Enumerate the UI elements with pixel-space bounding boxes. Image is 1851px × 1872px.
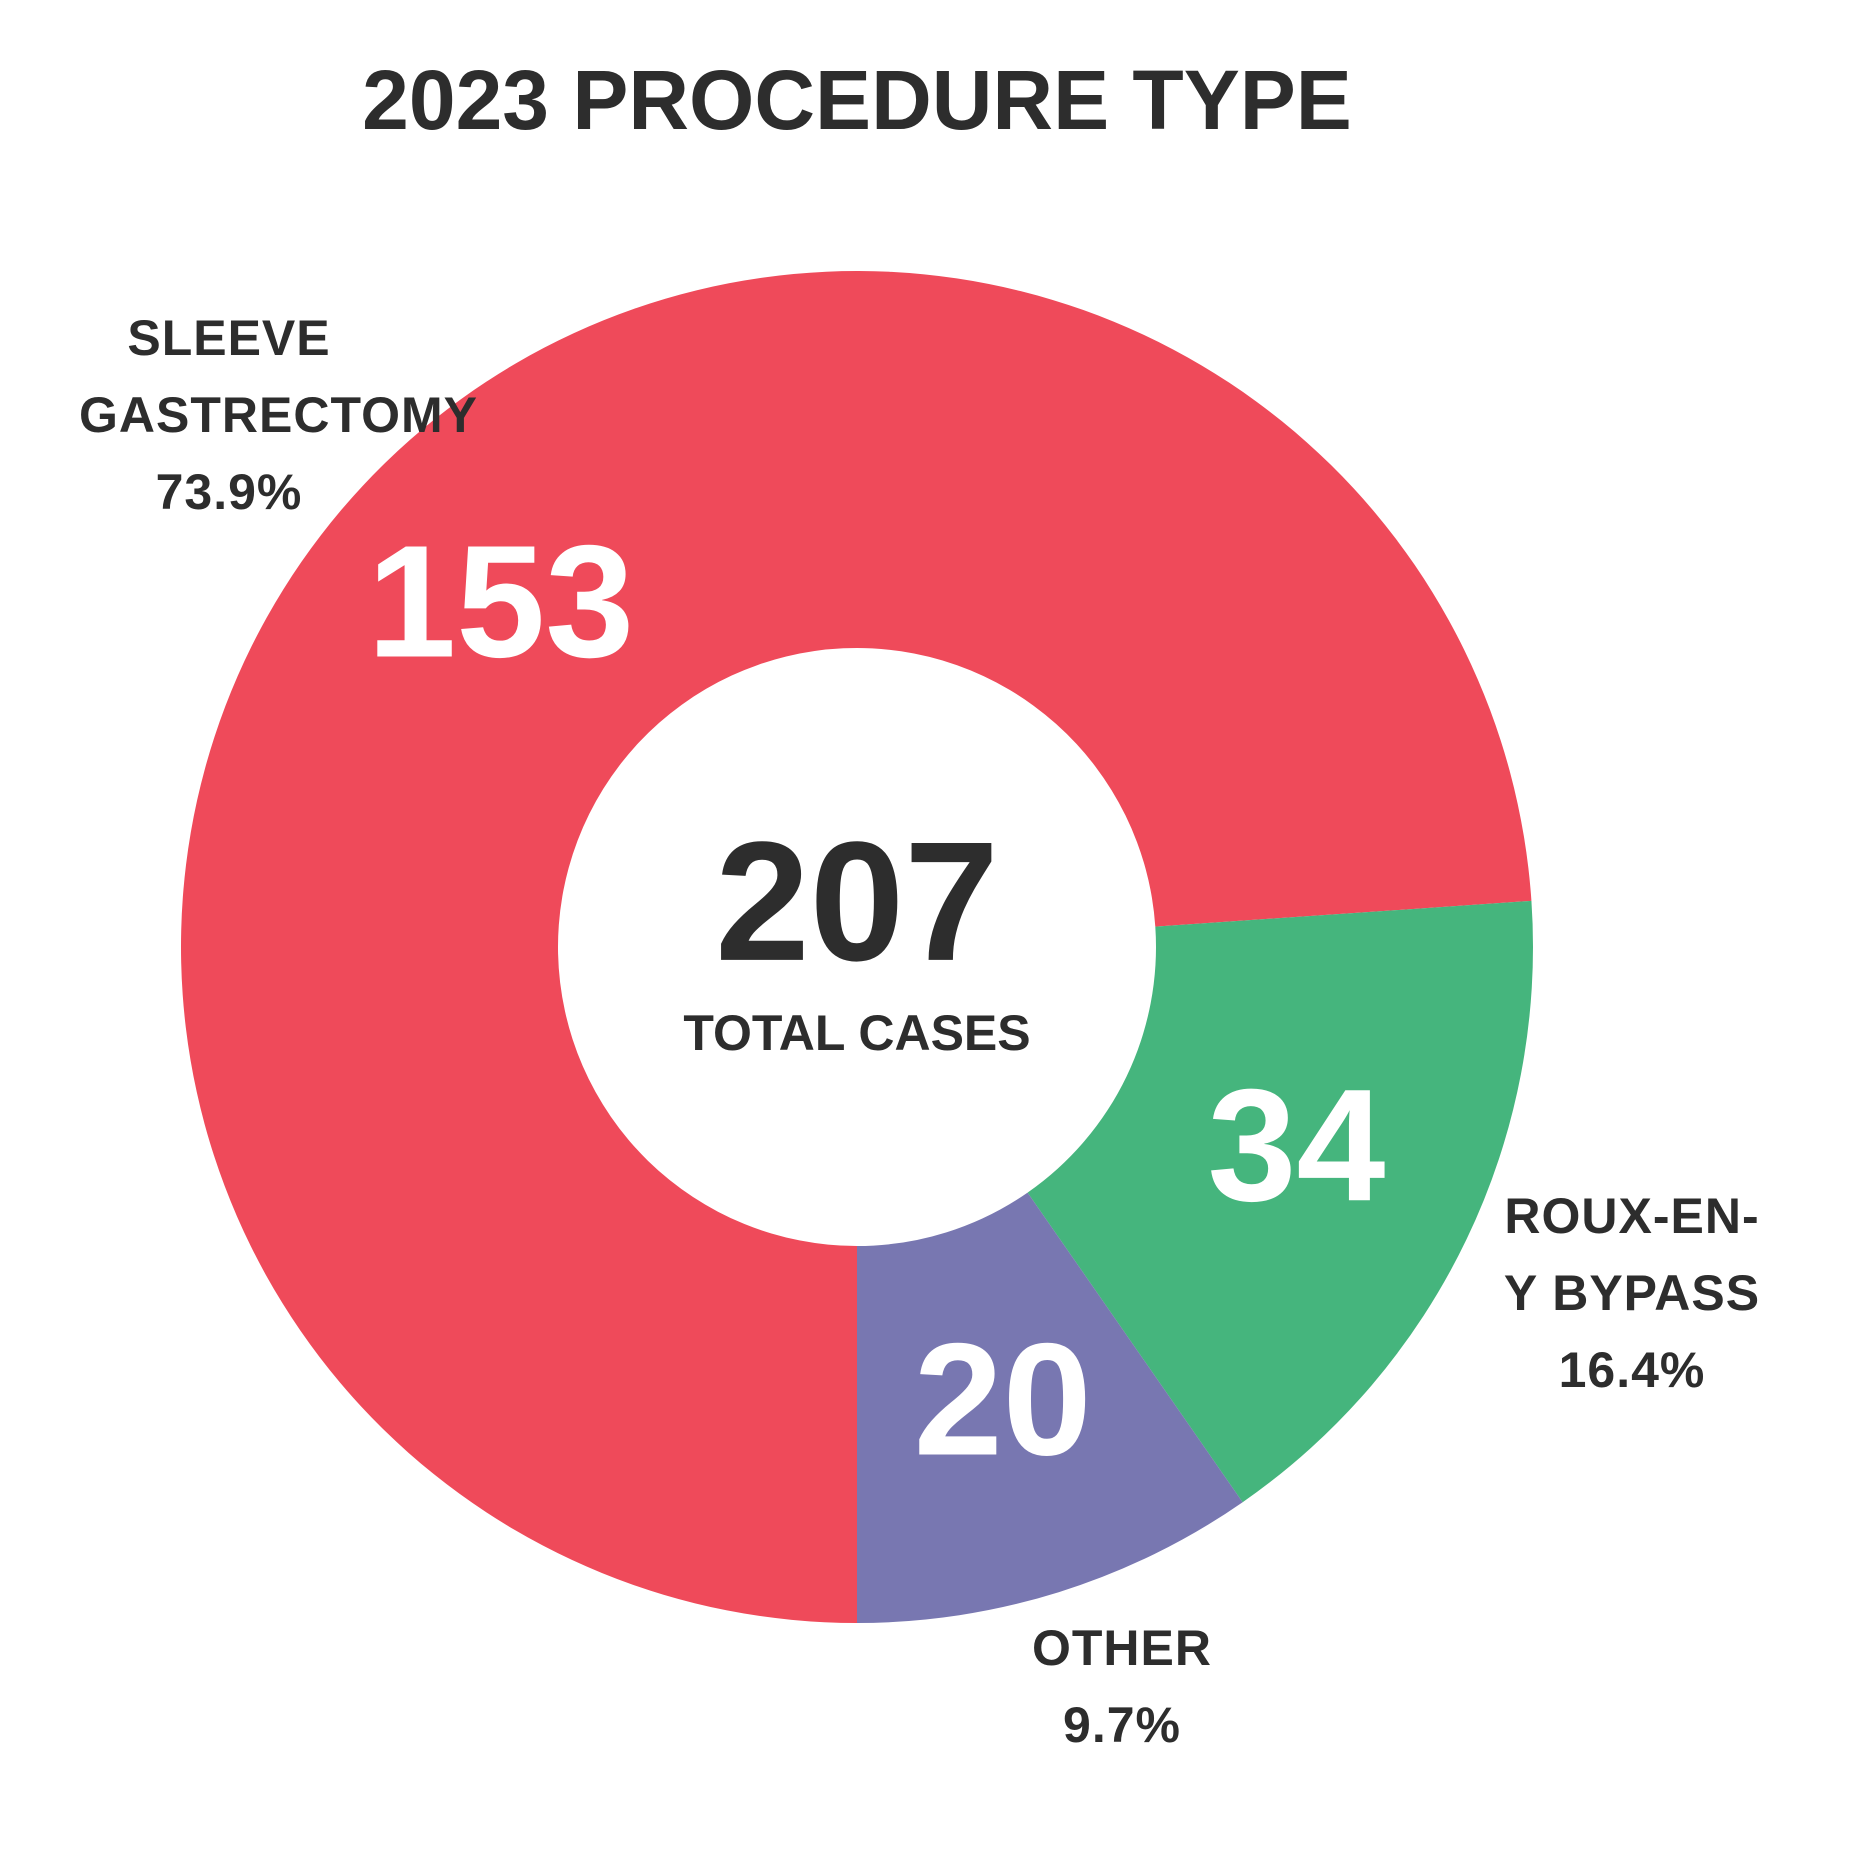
- slices: [180, 270, 1533, 1623]
- slice-value-label: 153: [367, 512, 634, 691]
- category-percent: 16.4%: [1558, 1342, 1706, 1398]
- category-percent: 9.7%: [1063, 1697, 1181, 1753]
- slice-value-label: 34: [1207, 1055, 1385, 1234]
- center-value: 207: [715, 807, 999, 997]
- category-name: ROUX-EN-Y BYPASS: [1503, 1188, 1761, 1321]
- category-label: OTHER 9.7%: [992, 1610, 1252, 1764]
- category-percent: 73.9%: [155, 464, 303, 520]
- slice: [857, 1192, 1243, 1623]
- category-name: SLEEVE GASTRECTOMY: [79, 310, 478, 443]
- slice: [1027, 900, 1533, 1503]
- chart-title: 2023 PROCEDURE TYPE: [362, 53, 1352, 147]
- category-label: ROUX-EN-Y BYPASS 16.4%: [1502, 1178, 1762, 1409]
- center-label: TOTAL CASES: [683, 1005, 1030, 1061]
- category-label: SLEEVE GASTRECTOMY 73.9%: [79, 300, 478, 531]
- category-name: OTHER: [1032, 1620, 1212, 1676]
- slice-value-label: 20: [914, 1309, 1092, 1488]
- slice: [180, 270, 1532, 1623]
